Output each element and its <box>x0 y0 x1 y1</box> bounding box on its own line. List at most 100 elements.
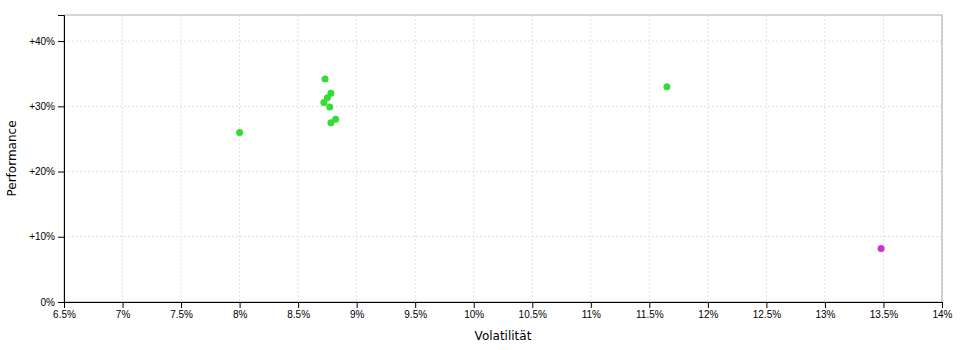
grid-line <box>473 15 474 302</box>
tick: 13.5% <box>870 302 898 320</box>
tick-label: 8% <box>233 309 248 320</box>
grid-line <box>181 15 182 302</box>
marks <box>236 75 885 252</box>
tick-mark <box>532 302 533 308</box>
grid-line <box>532 15 533 302</box>
tick: +10% <box>29 231 64 242</box>
point <box>878 245 885 252</box>
tick-mark <box>58 302 64 303</box>
grid-line <box>122 15 123 302</box>
point <box>320 99 327 106</box>
tick-mark <box>58 172 64 173</box>
tick-label: +30% <box>29 101 55 112</box>
point <box>236 129 243 136</box>
point <box>663 83 670 90</box>
tick-mark <box>58 41 64 42</box>
grid-line <box>590 15 591 302</box>
chart: 6.5% 7% 7.5% 8% 8.5% 9% 9.5% 10% 10.5% 11% 11.5% 12… <box>0 0 966 350</box>
grid-line <box>766 15 767 302</box>
tick-mark <box>298 302 299 308</box>
tick-label: 8.5% <box>287 309 310 320</box>
tick: 14% <box>932 302 952 320</box>
tick: 11% <box>582 302 601 320</box>
tick-mark <box>942 302 943 308</box>
series <box>878 245 885 252</box>
grid-line <box>824 15 825 302</box>
tick-mark <box>474 302 475 308</box>
tick-label: 12.5% <box>753 309 781 320</box>
tick-mark <box>357 302 358 308</box>
tick-label: +40% <box>29 36 55 47</box>
tick-mark <box>240 302 241 308</box>
tick-label: 9.5% <box>404 309 427 320</box>
tick: +30% <box>29 101 64 112</box>
tick-label: 10% <box>464 309 484 320</box>
grid-line <box>883 15 884 302</box>
point <box>327 119 334 126</box>
tick-mark <box>649 302 650 308</box>
tick: 10.5% <box>519 302 547 320</box>
tick-label: 13.5% <box>870 309 898 320</box>
tick: 10% <box>464 302 484 320</box>
grid-line <box>415 15 416 302</box>
plot: 6.5% 7% 7.5% 8% 8.5% 9% 9.5% 10% 10.5% 11% 11.5% 12… <box>29 15 952 320</box>
tick-label: 7.5% <box>170 309 193 320</box>
tick: 9.5% <box>404 302 427 320</box>
tick: +40% <box>29 36 64 47</box>
tick-label: 0% <box>41 297 56 308</box>
tick-mark <box>58 237 64 238</box>
x-axis-title: Volatilität <box>475 329 532 343</box>
tick-mark <box>825 302 826 308</box>
tick-label: +10% <box>29 231 55 242</box>
tick-mark <box>123 302 124 308</box>
tick: 9% <box>350 302 365 320</box>
axis-line <box>65 303 943 309</box>
tick-mark <box>591 302 592 308</box>
tick-label: 10.5% <box>519 309 547 320</box>
tick-label: 11.5% <box>636 309 664 320</box>
tick-label: 14% <box>932 309 952 320</box>
grid-line <box>64 236 942 237</box>
tick: 7% <box>116 302 131 320</box>
grid-line <box>356 15 357 302</box>
grid-line <box>64 106 942 107</box>
grid <box>64 15 942 302</box>
tick: 7.5% <box>170 302 193 320</box>
tick-mark <box>883 302 884 308</box>
tick-label: 11% <box>582 309 601 320</box>
tick-label: +20% <box>29 166 55 177</box>
tick: 8.5% <box>287 302 310 320</box>
point <box>326 103 333 110</box>
tick-label: 12% <box>698 309 718 320</box>
point <box>322 75 329 82</box>
y-axis-title: Performance <box>5 120 19 196</box>
tick: +20% <box>29 166 64 177</box>
tick: 0% <box>41 297 64 308</box>
tick: 11.5% <box>636 302 664 320</box>
x-axis: 6.5% 7% 7.5% 8% 8.5% 9% 9.5% 10% 10.5% 11% 11.5% 12… <box>53 302 953 320</box>
tick-mark <box>181 302 182 308</box>
tick: 12.5% <box>753 302 781 320</box>
tick-mark <box>415 302 416 308</box>
grid-line <box>649 15 650 302</box>
tick-label: 7% <box>116 309 131 320</box>
grid-line <box>707 15 708 302</box>
y-axis: 0% +10% +20% +30% +40% <box>29 16 64 308</box>
grid-line <box>298 15 299 302</box>
grid-line <box>239 15 240 302</box>
tick-label: 6.5% <box>53 309 76 320</box>
series <box>236 75 670 135</box>
tick-label: 13% <box>815 309 835 320</box>
grid-line <box>64 171 942 172</box>
tick-label: 9% <box>350 309 365 320</box>
tick-mark <box>58 106 64 107</box>
tick: 6.5% <box>53 302 76 320</box>
tick-mark <box>708 302 709 308</box>
tick: 8% <box>233 302 248 320</box>
plot-frame <box>64 15 942 302</box>
grid-line <box>64 41 942 42</box>
tick-mark <box>766 302 767 308</box>
tick: 13% <box>815 302 835 320</box>
tick: 12% <box>698 302 718 320</box>
axis-line <box>58 16 65 303</box>
